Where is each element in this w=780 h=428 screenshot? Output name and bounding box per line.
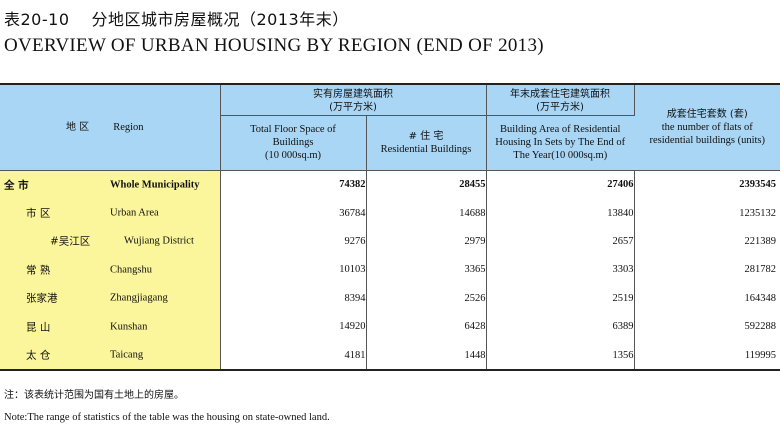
table-title-en: OVERVIEW OF URBAN HOUSING BY REGION (END… <box>4 35 544 56</box>
residential-cell: 14688 <box>366 198 487 228</box>
table-top-rule <box>0 83 780 85</box>
residential-cell: 2979 <box>366 227 487 256</box>
flats-cell: 592288 <box>744 321 777 333</box>
table-row: 全 市 Whole Municipality 74382 28455 27406 … <box>0 170 780 199</box>
total-floor-space-header: Total Floor Space of Buildings (10 000sq… <box>220 115 367 171</box>
residential-cell: 3365 <box>366 255 487 285</box>
region-name-cn: 太 仓 <box>26 349 51 362</box>
region-name-en: Whole Municipality <box>110 179 200 191</box>
housing-sets-cell: 2519 <box>486 284 635 313</box>
residential-cell: 1448 <box>366 340 487 372</box>
region-name-cn: 市 区 <box>26 207 51 220</box>
residential-cell: 6428 <box>366 312 487 341</box>
table-row: 张家港 Zhangjiagang 8394 2526 2519 164348 <box>0 284 780 313</box>
table-row: 太 仓 Taicang 4181 1448 1356 119995 <box>0 340 780 372</box>
total-floor-cell: 36784 <box>220 198 367 228</box>
residential-cell: 2526 <box>366 284 487 313</box>
region-name-en: Changshu <box>110 264 152 276</box>
housing-sets-cell: 6389 <box>486 312 635 341</box>
housing-sets-cell: 3303 <box>486 255 635 285</box>
flats-header: 成套住宅套数 (套) the number of flats of reside… <box>634 85 780 171</box>
region-name-en: Wujiang District <box>124 235 194 247</box>
housing-sets-cell: 27406 <box>486 170 635 199</box>
housing-sets-cell: 2657 <box>486 227 635 256</box>
total-floor-cell: 9276 <box>220 227 367 256</box>
residential-cell: 28455 <box>366 170 487 199</box>
region-name-cn: 全 市 <box>4 179 29 192</box>
floor-space-group-header: 实有房屋建筑面积 (万平方米) <box>220 85 487 116</box>
housing-sets-cell: 13840 <box>486 198 635 228</box>
flats-cell: 221389 <box>744 235 777 247</box>
note-cn: 注：该表统计范围为国有土地上的房屋。 <box>4 390 184 401</box>
region-name-en: Urban Area <box>110 207 159 219</box>
table-row: #吴江区 Wujiang District 9276 2979 2657 2213… <box>0 227 780 256</box>
flats-cell: 119995 <box>634 340 780 372</box>
flats-cell: 1235132 <box>739 207 776 219</box>
region-name-cn: 张家港 <box>26 292 58 305</box>
region-name-en: Kunshan <box>110 321 148 333</box>
region-name-cn: 常 熟 <box>26 264 51 277</box>
table-row: 昆 山 Kunshan 14920 6428 6389 592288 <box>0 312 780 341</box>
region-header: 地 区 Region <box>0 85 221 171</box>
housing-sets-header-cn: 年末成套住宅建筑面积 (万平方米) <box>486 85 635 116</box>
region-name-en: Zhangjiagang <box>110 292 168 304</box>
table-row: 市 区 Urban Area 36784 14688 13840 1235132 <box>0 198 780 228</box>
total-floor-cell: 8394 <box>220 284 367 313</box>
flats-cell: 2393545 <box>739 179 776 191</box>
residential-header: # 住 宅 Residential Buildings <box>366 114 487 171</box>
flats-cell: 164348 <box>744 292 777 304</box>
region-name-cn: 昆 山 <box>26 321 51 334</box>
table-title-cn: 表20-10 分地区城市房屋概况（2013年末） <box>4 6 349 30</box>
table-row: 常 熟 Changshu 10103 3365 3303 281782 <box>0 255 780 285</box>
total-floor-cell: 74382 <box>220 170 367 199</box>
note-en: Note:The range of statistics of the tabl… <box>4 412 330 423</box>
total-floor-cell: 14920 <box>220 312 367 341</box>
region-name-cn: #吴江区 <box>50 235 91 248</box>
flats-cell: 281782 <box>744 264 777 276</box>
table-number: 表20-10 <box>4 10 70 29</box>
total-floor-cell: 4181 <box>220 340 367 372</box>
table-title-text: 分地区城市房屋概况（2013年末） <box>91 10 349 29</box>
region-name-en: Taicang <box>110 349 144 361</box>
housing-table: 地 区 Region 实有房屋建筑面积 (万平方米) 年末成套住宅建筑面积 (万平… <box>0 85 780 372</box>
housing-sets-header-en: Building Area of Residential Housing In … <box>486 115 634 171</box>
housing-sets-cell: 1356 <box>486 340 635 372</box>
total-floor-cell: 10103 <box>220 255 367 285</box>
